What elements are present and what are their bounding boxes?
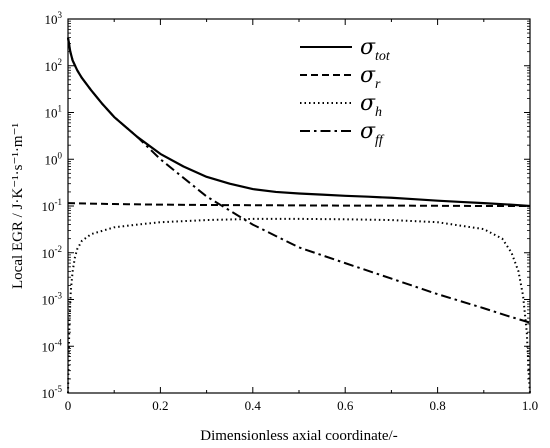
x-tick-label: 0.6 bbox=[337, 398, 354, 413]
y-tick-label: 100 bbox=[45, 150, 63, 167]
y-tick-label: 10-2 bbox=[42, 244, 63, 261]
x-tick-label: 0.2 bbox=[152, 398, 168, 413]
y-tick-label: 103 bbox=[45, 10, 63, 27]
x-axis-label: Dimensionless axial coordinate/- bbox=[200, 428, 397, 444]
y-axis-ticks: 10-5 10-4 10-3 10-2 10-1 100 101 102 103 bbox=[42, 10, 530, 401]
y-tick-label: 10-5 bbox=[42, 384, 63, 401]
series-line-r bbox=[67, 202, 530, 207]
plot-lines bbox=[66, 37, 531, 394]
series-line-ff bbox=[67, 37, 531, 324]
y-tick-label: 101 bbox=[45, 104, 63, 121]
x-axis-ticks: 0 0.2 0.4 0.6 0.8 1.0 bbox=[65, 19, 538, 413]
legend-label-r: σr bbox=[360, 63, 381, 92]
legend-label-ff: σff bbox=[360, 119, 385, 148]
y-tick-label: 102 bbox=[45, 57, 63, 74]
y-tick-label: 10-1 bbox=[42, 197, 63, 214]
series-line-h bbox=[67, 217, 531, 394]
series-line-tot bbox=[66, 37, 531, 208]
legend-label-tot: σtot bbox=[360, 35, 391, 64]
y-axis-label: Local EGR / J·K⁻¹·s⁻¹·m⁻¹ bbox=[10, 123, 26, 289]
x-tick-label: 0 bbox=[65, 398, 72, 413]
x-tick-label: 0.8 bbox=[429, 398, 445, 413]
y-tick-label: 10-3 bbox=[42, 291, 63, 308]
x-tick-label: 1.0 bbox=[522, 398, 538, 413]
y-tick-label: 10-4 bbox=[42, 337, 63, 354]
x-tick-label: 0.4 bbox=[245, 398, 262, 413]
legend-label-h: σh bbox=[360, 91, 382, 120]
